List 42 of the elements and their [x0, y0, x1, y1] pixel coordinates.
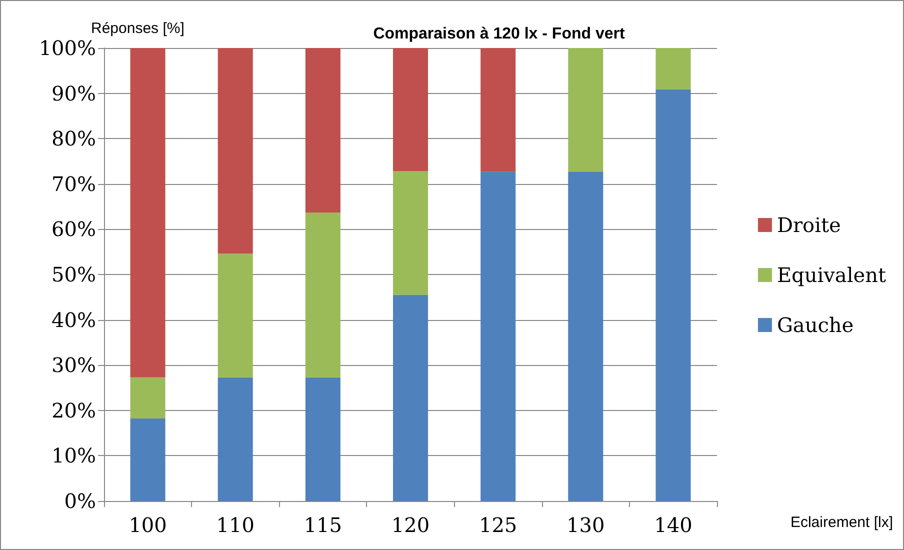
bar — [130, 48, 166, 378]
y-tick-label: 90% — [52, 81, 96, 106]
x-tick-label: 140 — [654, 513, 692, 537]
bar — [305, 377, 340, 501]
bar — [392, 48, 428, 172]
y-tick-label: 20% — [52, 398, 96, 422]
legend-label: Droite — [776, 213, 841, 237]
y-axis-title: Réponses [%] — [91, 20, 184, 37]
y-tick-label: 70% — [52, 172, 96, 196]
legend-label: Gauche — [776, 313, 854, 337]
x-tick-label: 110 — [216, 513, 254, 537]
y-tick-label: 10% — [52, 444, 96, 468]
bar — [656, 89, 691, 501]
bar — [218, 254, 253, 378]
bar — [568, 172, 604, 501]
x-tick-label: 130 — [566, 513, 605, 537]
y-tick-label: 100% — [38, 36, 96, 60]
x-tick-label: 120 — [391, 513, 430, 537]
bar — [130, 418, 166, 501]
y-tick-label: 60% — [52, 217, 96, 242]
bar — [392, 294, 428, 501]
bar — [656, 48, 691, 90]
bar — [480, 48, 516, 172]
bar — [392, 171, 428, 295]
x-axis-title: Eclairement [lx] — [790, 514, 894, 531]
bar — [218, 48, 253, 254]
x-tick-label: 115 — [304, 513, 342, 537]
chart-title: Comparaison à 120 lx - Fond vert — [373, 26, 626, 42]
legend-label: Equivalent — [776, 263, 886, 287]
y-tick-label: 30% — [52, 353, 96, 378]
bar — [130, 377, 166, 419]
y-tick-label: 50% — [52, 262, 96, 286]
y-tick-label: 0% — [64, 489, 96, 513]
bar — [305, 212, 340, 378]
y-tick-label: 40% — [52, 308, 96, 332]
bar — [305, 48, 340, 212]
x-tick-label: 125 — [478, 513, 518, 537]
y-tick-label: 80% — [52, 126, 96, 151]
bar — [568, 48, 604, 172]
x-tick-label: 100 — [128, 513, 167, 537]
bar — [480, 172, 516, 501]
bar — [218, 377, 253, 501]
